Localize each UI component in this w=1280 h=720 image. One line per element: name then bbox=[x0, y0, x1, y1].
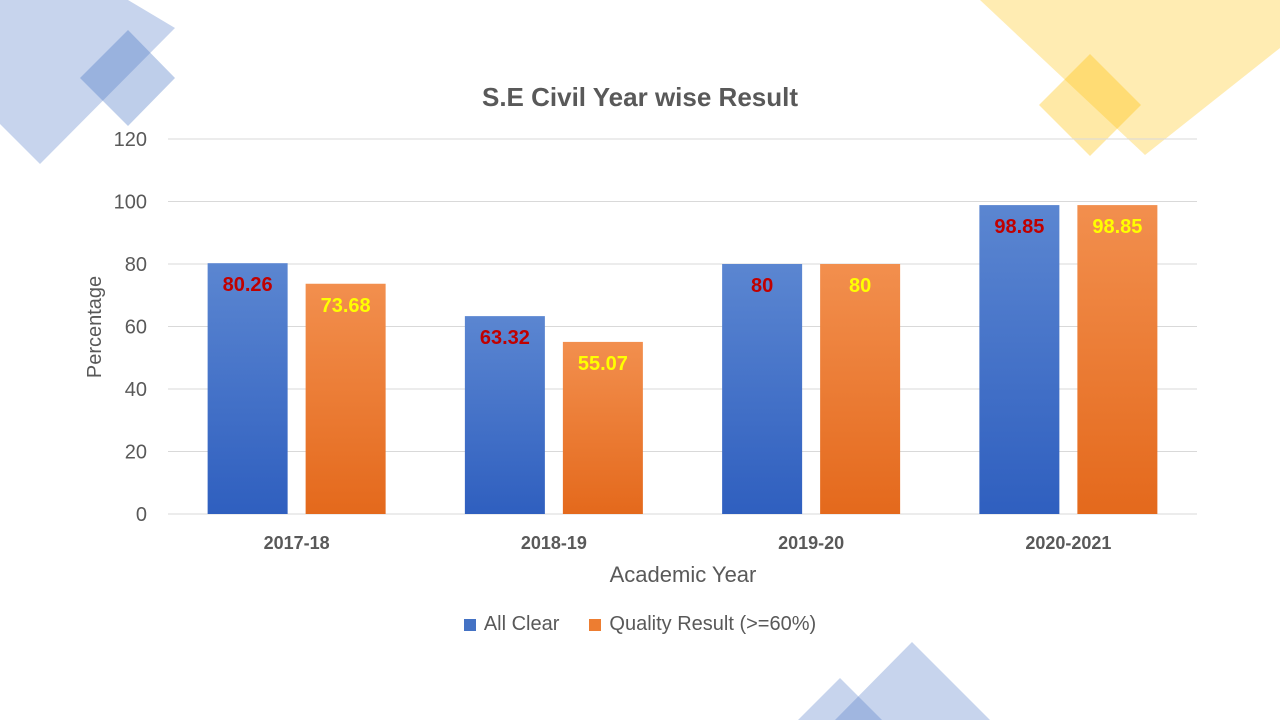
value-label: 73.68 bbox=[321, 295, 371, 317]
value-labels: 80.26 73.68 63.32 55.07 80 80 98.85 98.85 bbox=[223, 216, 1143, 375]
y-axis-ticks: 0 20 40 60 80 100 120 bbox=[114, 129, 147, 526]
x-tick-label: 2019-20 bbox=[778, 533, 844, 553]
bar-quality-result-2018-19 bbox=[562, 341, 643, 514]
deco-diamond-blue-small-top-left bbox=[80, 30, 175, 126]
y-tick-label: 60 bbox=[125, 317, 147, 339]
bar-all-clear-2018-19 bbox=[464, 316, 545, 514]
legend-label-all-clear: All Clear bbox=[483, 613, 560, 635]
chart-title: S.E Civil Year wise Result bbox=[481, 82, 798, 112]
deco-diamond-yellow-top-right bbox=[980, 0, 1280, 155]
bar-quality-result-2019-20 bbox=[820, 264, 901, 514]
x-axis-ticks: 2017-18 2018-19 2019-20 2020-2021 bbox=[264, 533, 1112, 553]
value-label: 80 bbox=[751, 275, 773, 297]
legend-item-all-clear: All Clear bbox=[463, 613, 560, 636]
legend-swatch-quality-result bbox=[589, 618, 602, 631]
bar-all-clear-2020-2021 bbox=[979, 205, 1060, 514]
deco-diamond-yellow-small-top-right bbox=[1039, 54, 1141, 156]
x-axis-title: Academic Year bbox=[610, 562, 757, 587]
y-tick-label: 40 bbox=[125, 379, 147, 401]
bar-all-clear-2019-20 bbox=[722, 264, 803, 514]
legend-label-quality-result: Quality Result (>=60%) bbox=[609, 613, 817, 635]
value-label: 98.85 bbox=[1092, 216, 1142, 238]
y-tick-label: 80 bbox=[125, 254, 147, 276]
y-tick-label: 0 bbox=[136, 504, 147, 526]
bar-quality-result-2017-18 bbox=[305, 283, 386, 514]
value-label: 98.85 bbox=[994, 216, 1044, 238]
deco-diamond-blue-top-left bbox=[0, 0, 175, 164]
y-tick-label: 100 bbox=[114, 192, 147, 214]
legend-swatch-all-clear bbox=[463, 618, 476, 631]
value-label: 80.26 bbox=[223, 274, 273, 296]
y-tick-label: 120 bbox=[114, 129, 147, 151]
deco-triangle-blue-bottom bbox=[835, 642, 990, 720]
y-tick-label: 20 bbox=[125, 442, 147, 464]
bars bbox=[207, 205, 1158, 514]
legend-item-quality-result: Quality Result (>=60%) bbox=[589, 613, 816, 636]
value-label: 55.07 bbox=[578, 353, 628, 375]
bar-quality-result-2020-2021 bbox=[1077, 205, 1158, 514]
legend: All Clear Quality Result (>=60%) bbox=[0, 613, 1280, 636]
value-label: 80 bbox=[849, 275, 871, 297]
bar-all-clear-2017-18 bbox=[207, 263, 288, 514]
value-label: 63.32 bbox=[480, 327, 530, 349]
deco-triangle-blue-small-bottom bbox=[798, 678, 882, 720]
x-tick-label: 2018-19 bbox=[521, 533, 587, 553]
y-axis-title: Percentage bbox=[84, 276, 106, 378]
x-tick-label: 2017-18 bbox=[264, 533, 330, 553]
x-tick-label: 2020-2021 bbox=[1025, 533, 1111, 553]
